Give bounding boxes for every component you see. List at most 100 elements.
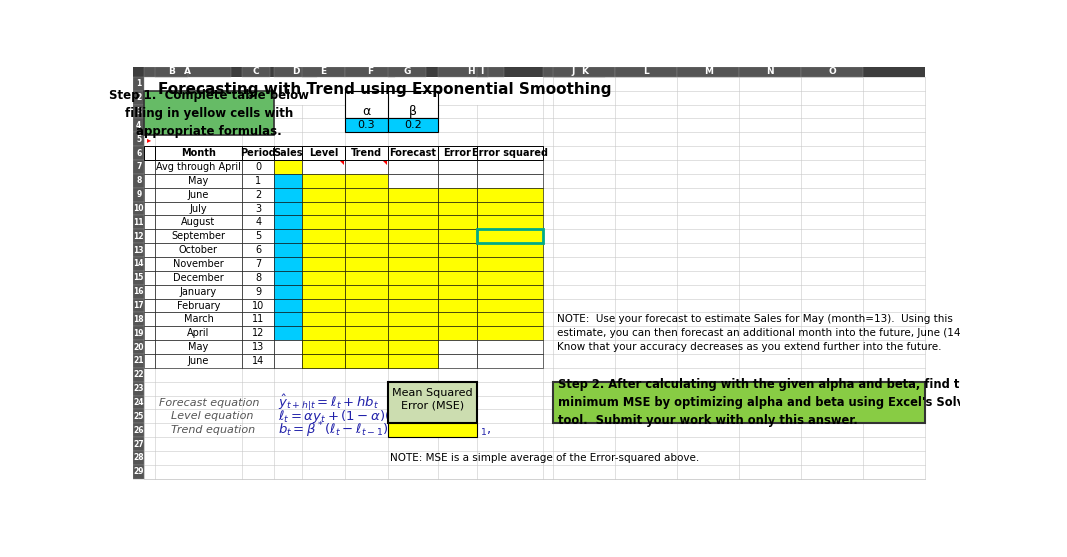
Bar	[155, 299, 242, 312]
Bar	[274, 243, 302, 257]
Bar	[133, 133, 144, 146]
Bar	[144, 312, 155, 326]
Bar	[133, 451, 144, 465]
Bar	[274, 229, 302, 243]
Bar	[242, 354, 274, 368]
Bar	[437, 67, 504, 77]
Bar	[387, 340, 437, 354]
Text: 23: 23	[133, 384, 144, 393]
Text: 6: 6	[255, 245, 261, 255]
Bar	[155, 340, 242, 354]
Bar	[477, 354, 543, 368]
Text: 0.2: 0.2	[404, 120, 421, 130]
Text: 1: 1	[137, 79, 142, 88]
Bar	[144, 146, 155, 160]
Text: Month: Month	[181, 148, 216, 158]
Bar	[302, 299, 345, 312]
Bar	[345, 91, 437, 119]
Bar	[678, 67, 739, 77]
Text: Forecasting with Trend using Exponential Smoothing: Forecasting with Trend using Exponential…	[158, 82, 611, 97]
Text: Trend: Trend	[351, 148, 382, 158]
Bar	[155, 285, 242, 299]
Text: 15: 15	[133, 273, 144, 282]
Bar	[242, 326, 274, 340]
Bar	[144, 354, 155, 368]
Text: Period: Period	[240, 148, 276, 158]
Bar	[242, 257, 274, 271]
Bar	[801, 67, 863, 77]
Polygon shape	[340, 161, 345, 165]
Bar	[133, 91, 144, 105]
Bar	[133, 257, 144, 271]
Bar	[133, 395, 144, 409]
Bar	[437, 285, 477, 299]
Bar	[477, 243, 543, 257]
Bar	[242, 229, 274, 243]
Text: Sales: Sales	[273, 148, 303, 158]
Bar	[274, 354, 302, 368]
Text: 13: 13	[252, 342, 265, 352]
Bar	[345, 229, 387, 243]
Text: I: I	[480, 67, 483, 76]
Text: α: α	[362, 105, 370, 118]
Text: 14: 14	[133, 260, 144, 268]
Bar	[144, 326, 155, 340]
Text: Mean Squared
Error (MSE): Mean Squared Error (MSE)	[392, 388, 473, 410]
Bar	[144, 202, 155, 216]
Bar	[437, 243, 477, 257]
Text: August: August	[181, 217, 216, 227]
Bar	[274, 326, 302, 340]
Bar	[274, 146, 302, 160]
Bar	[387, 257, 437, 271]
Bar	[477, 257, 543, 271]
Bar	[242, 299, 274, 312]
Text: 1: 1	[255, 176, 261, 186]
Bar	[345, 312, 387, 326]
Bar	[477, 174, 543, 188]
Text: C: C	[253, 67, 259, 76]
Text: 9: 9	[255, 287, 261, 297]
Bar	[477, 146, 543, 160]
Text: 7: 7	[255, 259, 261, 269]
Bar	[133, 271, 144, 285]
Text: December: December	[173, 273, 224, 283]
Text: 5: 5	[255, 231, 261, 241]
Bar	[155, 271, 242, 285]
Bar	[302, 243, 345, 257]
Text: A: A	[185, 67, 191, 76]
Bar	[387, 174, 437, 188]
Bar	[155, 216, 242, 229]
Text: 8: 8	[137, 177, 142, 185]
Bar	[437, 340, 477, 354]
Bar	[477, 340, 543, 354]
Bar	[144, 160, 155, 174]
Text: 10: 10	[252, 301, 265, 311]
Bar	[345, 188, 387, 202]
Bar	[242, 160, 274, 174]
Bar	[387, 216, 437, 229]
Bar	[437, 271, 477, 285]
Bar	[274, 340, 302, 354]
Bar	[155, 174, 242, 188]
Bar	[302, 326, 345, 340]
Bar	[387, 326, 437, 340]
Bar	[274, 271, 302, 285]
Bar	[133, 77, 144, 91]
Bar	[302, 354, 345, 368]
Bar	[345, 354, 387, 368]
Bar	[133, 326, 144, 340]
Text: O: O	[829, 67, 837, 76]
Bar	[144, 285, 155, 299]
Bar	[155, 146, 242, 160]
Bar	[155, 243, 242, 257]
Bar	[242, 202, 274, 216]
Bar	[387, 299, 437, 312]
Bar	[274, 312, 302, 326]
Bar	[144, 174, 155, 188]
Bar	[437, 146, 477, 160]
Bar	[387, 285, 437, 299]
Bar	[345, 216, 387, 229]
Bar	[155, 354, 242, 368]
Bar	[387, 340, 437, 354]
Bar	[144, 299, 155, 312]
